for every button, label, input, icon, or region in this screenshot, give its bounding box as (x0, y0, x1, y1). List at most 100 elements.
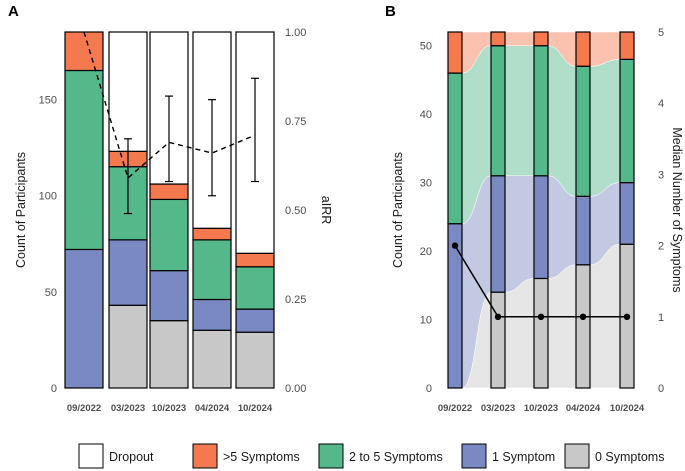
panel-b-bar-04-2024-2-to-5-symptoms (575, 65, 591, 197)
panel-a-airr-errorbar-03-2023 (124, 138, 132, 215)
panel-a-y-tick-0: 0 (51, 383, 57, 395)
legend-swatch-gt5-symptoms (192, 443, 218, 469)
legend-label-dropout: Dropout (109, 450, 154, 464)
panel-a-y2-tick-0-75: 0.75 (285, 116, 306, 128)
panel-b-bar-03-2023-gt5-symptoms (490, 31, 506, 47)
panel-b-bar-10-2023-gt5-symptoms (533, 31, 549, 47)
legend-label-1-symptom: 1 Symptom (492, 450, 555, 464)
panel-b-median-point-10-2023 (537, 313, 545, 320)
panel-b-bar-04-2024-0-symptoms (575, 264, 591, 389)
panel-a-bar-03-2023-0-symptoms (108, 304, 148, 389)
panel-b-flow-10-2023-0-symptoms (547, 264, 577, 389)
legend-item-dropout: Dropout (78, 443, 154, 469)
panel-a-y-axis-title: Count of Participants (14, 152, 28, 268)
panel-b-y-tick-50: 50 (420, 41, 432, 53)
panel-a: A 09/2022 03/2023 10/2023 04/2024 10/2024 0 50… (8, 3, 333, 414)
legend-item-2-to-5-symptoms: 2 to 5 Symptoms (318, 443, 443, 469)
panel-a-x-tick-09-2022: 09/2022 (67, 403, 101, 414)
panel-b-y-tick-40: 40 (420, 109, 432, 121)
panel-a-y2-tick-1-00: 1.00 (285, 27, 306, 39)
panel-a-y2-tick-0-00: 0.00 (285, 383, 306, 395)
panel-b-bar-10-2023-1-symptom (533, 175, 549, 280)
panel-b-label: B (385, 3, 396, 20)
panel-b-median-point-09-2022 (451, 242, 459, 249)
panel-b-bar-10-2024-gt5-symptoms (619, 31, 635, 60)
panel-a-y-tick-50: 50 (45, 287, 57, 299)
panel-a-y-tick-150: 150 (39, 94, 57, 106)
panel-a-bar-10-2023-gt5-symptoms (149, 183, 189, 201)
panel-a-x-tick-03-2023: 03/2023 (111, 403, 145, 414)
panel-b-median-point-10-2024 (623, 313, 631, 320)
panel-b-bar-04-2024-gt5-symptoms (575, 31, 591, 67)
panel-b-bar-10-2023-2-to-5-symptoms (533, 45, 549, 177)
panel-a-bar-09-2022-gt5-symptoms (64, 31, 104, 72)
panel-a-y2-axis-title: aIRR (319, 196, 333, 224)
panel-b-y-tick-10: 10 (420, 315, 432, 327)
panel-b-median-point-03-2023 (494, 313, 502, 320)
panel-a-airr-errorbar-10-2023 (165, 95, 173, 183)
panel-a-bar-09-2022-2-to-5-symptoms (64, 69, 104, 251)
panel-a-bar-04-2024-2-to-5-symptoms (192, 239, 232, 301)
panel-b-y-tick-0: 0 (426, 383, 432, 395)
panel-a-bar-09-2022-1-symptom (64, 248, 104, 389)
panel-b-flow-10-2023-2-to-5-symptoms (547, 45, 577, 197)
panel-a-y2-tick-0-25: 0.25 (285, 294, 306, 306)
panel-b-bar-09-2022-2-to-5-symptoms (447, 72, 463, 225)
panel-a-x-tick-10-2024: 10/2024 (238, 403, 273, 414)
panel-b-bar-03-2023-2-to-5-symptoms (490, 45, 506, 177)
panel-b-x-tick-10-2024: 10/2024 (610, 403, 645, 414)
panel-b-flow-03-2023-2-to-5-symptoms (504, 45, 535, 177)
panel-a-bar-04-2024-0-symptoms (192, 329, 232, 389)
panel-a-airr-errorbar-04-2024 (208, 99, 216, 197)
panel-b-median-point-04-2024 (579, 313, 587, 320)
panel-b-flow-03-2023-1-symptom (504, 175, 535, 293)
panel-b-flow-04-2024-2-to-5-symptoms (589, 59, 621, 197)
panel-b-x-tick-04-2024: 04/2024 (566, 403, 601, 414)
panel-b-y-axis-title: Count of Participants (391, 152, 405, 268)
legend: Dropout >5 Symptoms 2 to 5 Symptoms 1 Sympt… (78, 443, 664, 469)
panel-a-bar-10-2023-1-symptom (149, 270, 189, 322)
panel-b-x-tick-10-2023: 10/2023 (524, 403, 558, 414)
panel-b-flow-03-2023-gt5-symptoms (504, 31, 535, 46)
panel-b-flow-03-2023-0-symptoms (504, 278, 535, 389)
panel-a-bar-10-2024-0-symptoms (235, 331, 275, 389)
panel-b: B 09/2022 03/2023 10/2023 04/2024 10/2024010… (385, 3, 684, 414)
panel-b-flows (461, 31, 621, 389)
panel-b-y-tick-20: 20 (420, 246, 432, 258)
panel-b-marks: 09/2022 03/2023 10/2023 04/2024 10/202401020… (420, 27, 664, 414)
panel-b-y2-tick-1: 1 (658, 312, 664, 324)
panel-a-x-tick-10-2023: 10/2023 (152, 403, 186, 414)
panel-b-bar-10-2023-0-symptoms (533, 277, 549, 389)
panel-a-bar-03-2023-1-symptom (108, 239, 148, 306)
panel-a-bar-10-2024-1-symptom (235, 308, 275, 333)
panel-a-bar-10-2023-2-to-5-symptoms (149, 198, 189, 272)
panel-b-y2-tick-0: 0 (658, 383, 664, 395)
panel-a-bar-10-2024-gt5-symptoms (235, 252, 275, 268)
panel-b-bar-10-2024-1-symptom (619, 182, 635, 245)
panel-a-label: A (8, 3, 19, 20)
panel-a-bar-10-2023-0-symptoms (149, 320, 189, 389)
legend-label-2-to-5-symptoms: 2 to 5 Symptoms (349, 450, 443, 464)
panel-a-y2-tick-0-50: 0.50 (285, 205, 306, 217)
panel-a-bar-04-2024-1-symptom (192, 298, 232, 331)
panel-b-y2-tick-4: 4 (658, 98, 664, 110)
panel-a-bar-03-2023-dropout (108, 31, 148, 152)
panel-b-y2-axis-title: Median Number of Symptoms (670, 127, 684, 292)
panel-b-bar-10-2024-2-to-5-symptoms (619, 58, 635, 184)
panel-b-flow-09-2022-0-symptoms (461, 291, 492, 389)
panel-b-bar-03-2023-0-symptoms (490, 291, 506, 389)
panel-a-bar-04-2024-gt5-symptoms (192, 227, 232, 241)
panel-b-x-tick-03-2023: 03/2023 (481, 403, 515, 414)
legend-item-0-symptoms: 0 Symptoms (564, 443, 664, 469)
panel-b-bar-09-2022-gt5-symptoms (447, 31, 463, 74)
panel-b-y-tick-30: 30 (420, 178, 432, 190)
legend-swatch-1-symptom (461, 443, 487, 469)
legend-swatch-0-symptoms (564, 443, 590, 469)
panel-b-bar-03-2023-1-symptom (490, 175, 506, 293)
panel-a-marks: 09/2022 03/2023 10/2023 04/2024 10/2024 0 50 10… (39, 27, 307, 414)
legend-swatch-dropout (78, 443, 104, 469)
panel-a-x-tick-04-2024: 04/2024 (195, 403, 230, 414)
panel-a-airr-errorbar-10-2024 (251, 77, 259, 183)
panel-a-airr-line (83, 31, 256, 180)
panel-b-y2-tick-3: 3 (658, 169, 664, 181)
